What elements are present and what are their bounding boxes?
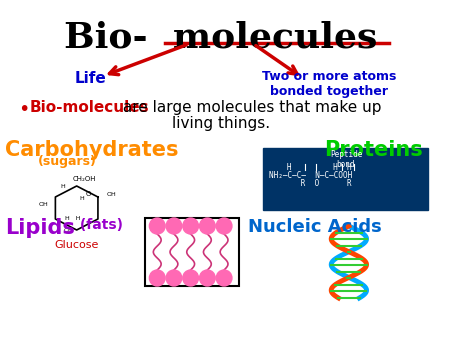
Circle shape (183, 270, 198, 286)
Text: Lipids: Lipids (5, 218, 75, 238)
Circle shape (199, 218, 215, 234)
Text: H         H  H: H H H (273, 163, 352, 172)
Text: Glucose: Glucose (54, 240, 99, 250)
Text: Bio-molecules: Bio-molecules (30, 100, 149, 115)
Text: H   H: H H (65, 216, 81, 221)
Circle shape (216, 270, 232, 286)
Text: H: H (80, 195, 84, 200)
Text: Carbohydrates: Carbohydrates (5, 140, 178, 160)
Text: NH₂–C–C–  N–C–COOH: NH₂–C–C– N–C–COOH (269, 171, 352, 180)
Text: living things.: living things. (172, 116, 270, 131)
Bar (145, 218, 239, 286)
Circle shape (183, 218, 198, 234)
Text: Proteins: Proteins (324, 140, 423, 160)
Text: (fats): (fats) (75, 218, 123, 232)
Text: H: H (60, 185, 65, 190)
Circle shape (166, 270, 182, 286)
Text: (sugars): (sugars) (37, 155, 96, 168)
Text: CH₂OH: CH₂OH (73, 176, 96, 182)
Circle shape (216, 218, 232, 234)
Text: Two or more atoms
bonded together: Two or more atoms bonded together (262, 70, 396, 98)
Text: OH: OH (38, 201, 48, 207)
Text: are large molecules that make up: are large molecules that make up (118, 100, 382, 115)
Circle shape (149, 218, 165, 234)
Text: Life: Life (75, 71, 106, 86)
Circle shape (166, 218, 182, 234)
Text: Bio-  molecules: Bio- molecules (64, 20, 378, 54)
Text: O: O (86, 191, 91, 197)
Text: OH: OH (64, 228, 74, 233)
Text: •: • (18, 100, 29, 119)
Text: Peptide
bond: Peptide bond (330, 150, 362, 169)
Bar (263, 148, 428, 210)
Text: OH: OH (106, 193, 116, 197)
Text: R  O      R: R O R (273, 179, 352, 188)
Circle shape (149, 270, 165, 286)
Text: Nucleic Acids: Nucleic Acids (248, 218, 382, 236)
Circle shape (199, 270, 215, 286)
